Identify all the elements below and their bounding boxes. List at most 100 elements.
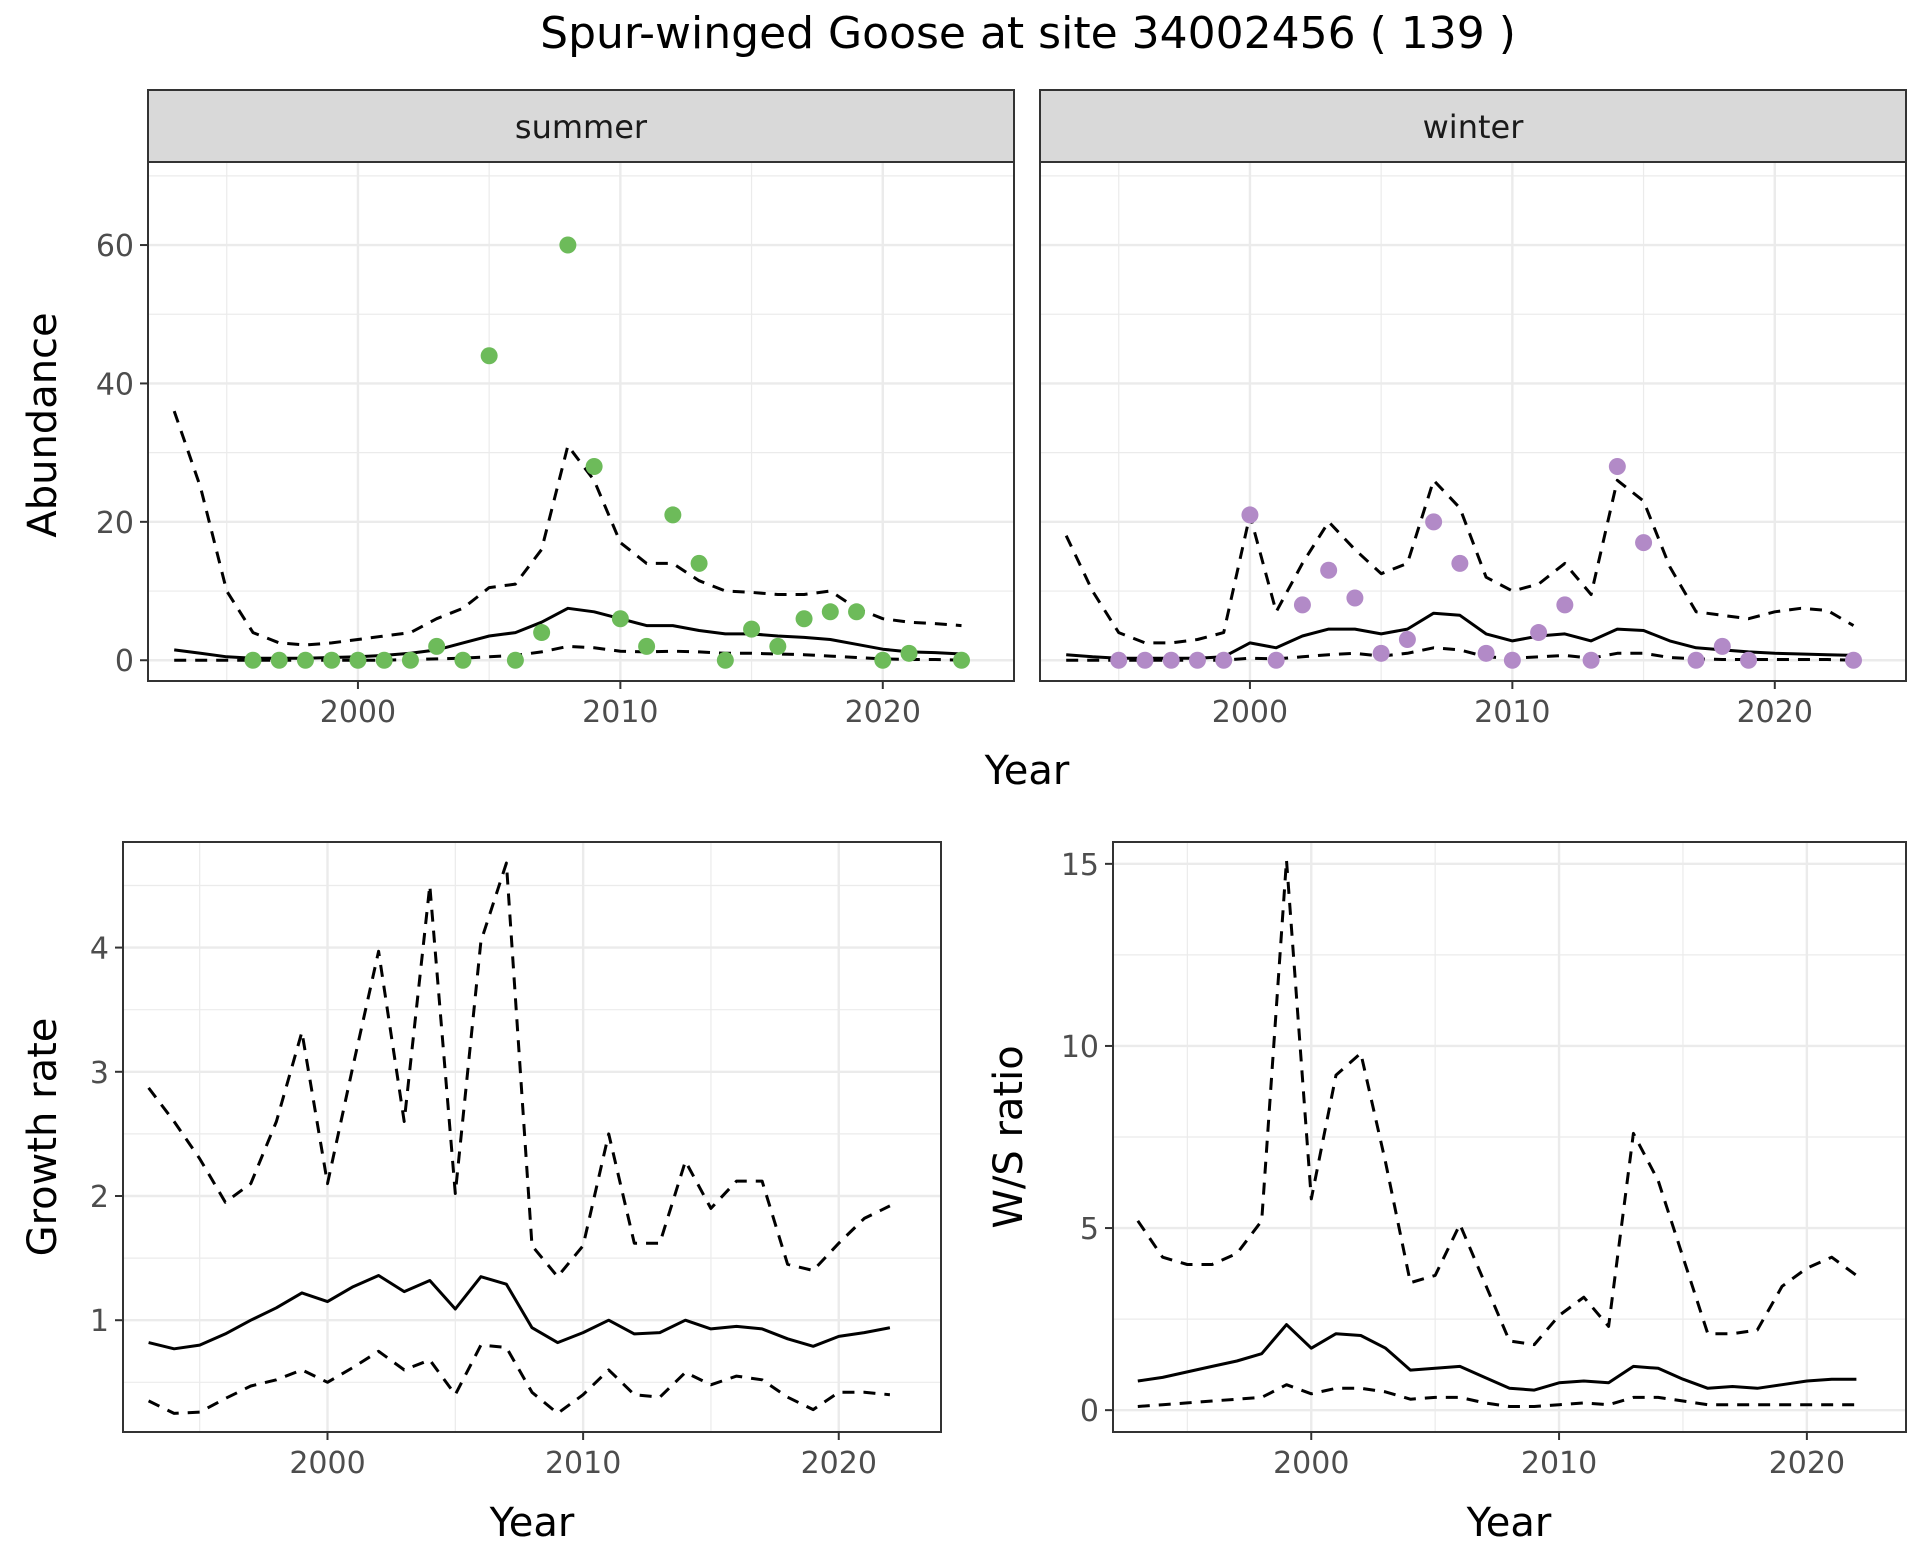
figure-title: Spur-winged Goose at site 34002456 ( 139… [540, 8, 1516, 59]
data-point [900, 644, 918, 662]
data-point [1713, 637, 1731, 655]
data-point [716, 651, 734, 669]
panel-ws-border [1112, 841, 1907, 1433]
data-point [296, 651, 314, 669]
series-line-bound-1 [1136, 858, 1858, 1347]
data-point [743, 620, 761, 638]
data-point [1635, 534, 1653, 552]
x-tick-label: 2010 [545, 1446, 621, 1481]
data-point [1110, 651, 1128, 669]
data-point [1425, 513, 1443, 531]
x-axis-label-top: Year [984, 748, 1070, 794]
panel-summer-grid [148, 162, 1015, 681]
panel-ws-grid [1113, 842, 1906, 1432]
data-point [401, 651, 419, 669]
data-point [821, 603, 839, 621]
data-point [1740, 651, 1758, 669]
data-point [375, 651, 393, 669]
x-tick-label: 2000 [1273, 1446, 1349, 1481]
panel-growth-xticks: 2000 2010 2020 [289, 1432, 877, 1481]
panel-ws-series [1136, 858, 1858, 1408]
x-tick-label: 2000 [1212, 695, 1288, 730]
y-tick-label: 1 [90, 1304, 109, 1339]
data-point [1687, 651, 1705, 669]
panel-ws-ratio: 2000 2010 2020 0 5 10 15 Year W/S ratio [986, 841, 1907, 1546]
panel-ws-yticks: 0 5 10 15 [1061, 848, 1113, 1429]
x-tick-label: 2010 [582, 695, 658, 730]
data-point [664, 506, 682, 524]
data-point [1136, 651, 1154, 669]
y-axis-label-abundance: Abundance [20, 312, 66, 537]
data-point [953, 651, 971, 669]
x-tick-label: 2020 [1737, 695, 1813, 730]
x-tick-label: 2000 [320, 695, 396, 730]
x-tick-label: 2010 [1474, 695, 1550, 730]
data-point [323, 651, 341, 669]
panel-growth-border [122, 841, 942, 1433]
y-tick-label: 3 [90, 1056, 109, 1091]
data-point [428, 637, 446, 655]
data-point [1372, 644, 1390, 662]
strip-summer [147, 89, 1015, 163]
series-line-estimate-0 [148, 1274, 891, 1351]
panel-winter-xticks: 2000 2010 2020 [1212, 681, 1813, 730]
data-point [1477, 644, 1495, 662]
series-line-bound-2 [147, 1343, 891, 1415]
x-tick-label: 2000 [289, 1446, 365, 1481]
panel-ws-xticks: 2000 2010 2020 [1273, 1432, 1845, 1481]
data-point [559, 236, 577, 254]
panel-summer-abundance: summer 2000 2010 2020 0 20 40 60 Abundance [20, 89, 1015, 730]
data-point [690, 554, 708, 572]
strip-winter [1039, 89, 1907, 163]
data-point [1267, 651, 1285, 669]
data-point [1241, 506, 1259, 524]
y-tick-label: 60 [96, 229, 134, 264]
data-point [480, 347, 498, 365]
data-point [638, 637, 656, 655]
y-tick-label: 40 [96, 367, 134, 402]
y-tick-label: 4 [90, 932, 109, 967]
data-point [1556, 596, 1574, 614]
panel-background [148, 162, 1014, 681]
data-point [244, 651, 262, 669]
data-point [533, 624, 551, 642]
x-tick-label: 2010 [1521, 1446, 1597, 1481]
y-tick-label: 20 [96, 506, 134, 541]
panel-summer-xticks: 2000 2010 2020 [320, 681, 921, 730]
series-line-bound-1 [1064, 478, 1855, 645]
y-axis-label-ws: W/S ratio [986, 1045, 1032, 1228]
panel-background [123, 842, 941, 1432]
data-point [848, 603, 866, 621]
panel-growth-series [147, 861, 891, 1415]
x-tick-label: 2020 [1769, 1446, 1845, 1481]
panel-growth-rate: 2000 2010 2020 1 2 3 4 Year Growth rate [20, 841, 942, 1546]
panel-background [1040, 162, 1906, 681]
panel-winter-grid [1040, 162, 1907, 681]
data-point [1293, 596, 1311, 614]
series-line-estimate-0 [1137, 1323, 1857, 1392]
data-point [1346, 589, 1364, 607]
panel-summer-points [244, 236, 971, 669]
data-point [1215, 651, 1233, 669]
data-point [1162, 651, 1180, 669]
data-point [1582, 651, 1600, 669]
y-tick-label: 15 [1061, 848, 1099, 883]
data-point [1503, 651, 1521, 669]
data-point [1451, 554, 1469, 572]
data-point [874, 651, 892, 669]
data-point [1530, 624, 1548, 642]
data-point [454, 651, 472, 669]
data-point [769, 637, 787, 655]
data-point [506, 651, 524, 669]
data-point [1608, 457, 1626, 475]
x-axis-label-growth: Year [489, 1500, 575, 1546]
y-tick-label: 2 [90, 1180, 109, 1215]
series-line-bound-2 [1137, 1383, 1857, 1408]
x-axis-label-ws: Year [1466, 1500, 1552, 1546]
data-point [270, 651, 288, 669]
data-point [349, 651, 367, 669]
strip-summer-label: summer [515, 108, 648, 146]
data-point [1320, 561, 1338, 579]
y-tick-label: 0 [115, 644, 134, 679]
